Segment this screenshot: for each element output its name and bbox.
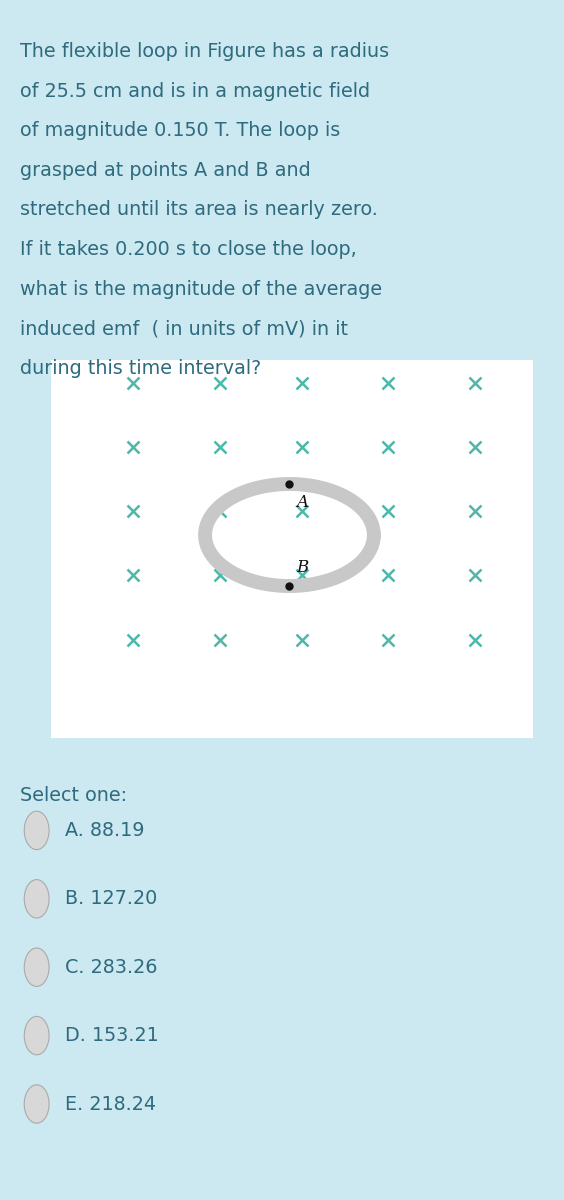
Ellipse shape	[24, 811, 49, 850]
Ellipse shape	[24, 948, 49, 986]
Ellipse shape	[24, 1016, 49, 1055]
Text: B. 127.20: B. 127.20	[65, 889, 157, 908]
Text: grasped at points A and B and: grasped at points A and B and	[20, 161, 311, 180]
Text: Select one:: Select one:	[20, 786, 127, 805]
Text: stretched until its area is nearly zero.: stretched until its area is nearly zero.	[20, 200, 378, 220]
Text: E. 218.24: E. 218.24	[65, 1094, 156, 1114]
Text: what is the magnitude of the average: what is the magnitude of the average	[20, 280, 382, 299]
Ellipse shape	[24, 880, 49, 918]
Text: A. 88.19: A. 88.19	[65, 821, 144, 840]
Text: A: A	[296, 493, 309, 510]
Text: The flexible loop in Figure has a radius: The flexible loop in Figure has a radius	[20, 42, 389, 61]
Text: induced emf  ( in units of mV) in it: induced emf ( in units of mV) in it	[20, 319, 348, 338]
Ellipse shape	[24, 1085, 49, 1123]
Text: B: B	[296, 559, 309, 576]
FancyBboxPatch shape	[51, 360, 533, 738]
Text: If it takes 0.200 s to close the loop,: If it takes 0.200 s to close the loop,	[20, 240, 356, 259]
Text: C. 283.26: C. 283.26	[65, 958, 157, 977]
Text: of magnitude 0.150 T. The loop is: of magnitude 0.150 T. The loop is	[20, 121, 340, 140]
Text: during this time interval?: during this time interval?	[20, 359, 261, 378]
Text: of 25.5 cm and is in a magnetic field: of 25.5 cm and is in a magnetic field	[20, 82, 370, 101]
Text: D. 153.21: D. 153.21	[65, 1026, 158, 1045]
